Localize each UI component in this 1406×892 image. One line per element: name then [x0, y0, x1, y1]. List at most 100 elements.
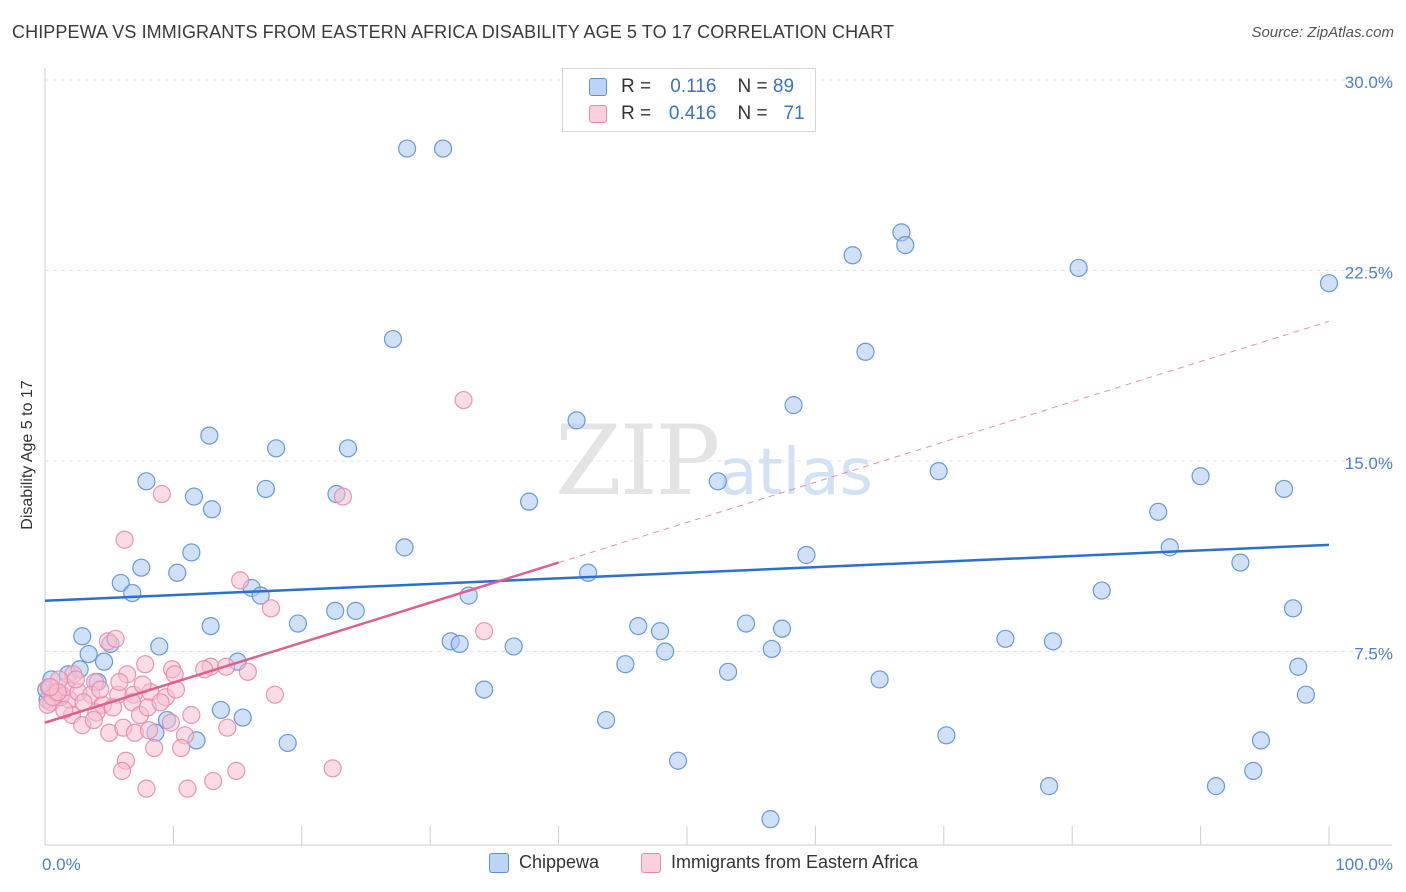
data-point-immigrants — [136, 655, 155, 674]
data-point-chippewa — [736, 614, 756, 633]
data-point-chippewa — [433, 139, 453, 158]
data-point-chippewa — [650, 622, 670, 641]
data-point-chippewa — [784, 396, 803, 415]
y-tick-label: 30.0% — [1345, 73, 1393, 92]
legend-item-immigrants[interactable]: Immigrants from Eastern Africa — [641, 852, 918, 873]
data-point-chippewa — [1149, 502, 1168, 521]
data-point-immigrants — [182, 705, 201, 725]
data-point-chippewa — [1160, 538, 1179, 557]
data-point-chippewa — [184, 487, 204, 506]
legend-item-chippewa[interactable]: Chippewa — [489, 852, 599, 873]
data-point-chippewa — [1319, 274, 1339, 293]
data-point-chippewa — [132, 558, 151, 577]
data-point-chippewa — [150, 637, 169, 656]
data-point-chippewa — [94, 652, 114, 671]
series-legend: Chippewa Immigrants from Eastern Africa — [0, 852, 1406, 878]
trend-line-chippewa — [44, 543, 1330, 602]
data-point-chippewa — [346, 601, 365, 620]
data-point-chippewa — [450, 634, 469, 653]
data-point-immigrants — [139, 721, 159, 740]
data-point-immigrants — [110, 672, 129, 692]
data-point-chippewa — [843, 246, 862, 265]
legend-r-label: R = — [621, 103, 652, 124]
data-point-chippewa — [338, 439, 358, 458]
data-point-chippewa — [1274, 479, 1294, 499]
legend-n-value: 89 — [772, 76, 795, 97]
legend-n-label: N = — [737, 103, 768, 124]
data-point-chippewa — [1191, 467, 1210, 486]
data-point-chippewa — [111, 573, 130, 593]
axes — [44, 68, 1392, 846]
data-point-immigrants — [137, 779, 156, 798]
data-point-chippewa — [182, 543, 201, 562]
data-point-chippewa — [668, 751, 688, 770]
data-point-chippewa — [256, 479, 275, 499]
data-point-chippewa — [519, 492, 539, 511]
data-point-chippewa — [326, 601, 345, 620]
data-point-chippewa — [211, 700, 231, 720]
data-point-chippewa — [708, 472, 727, 491]
source-label: Source: ZipAtlas.com — [1251, 24, 1394, 41]
grid-lines — [45, 79, 1392, 652]
data-point-chippewa — [1092, 581, 1111, 600]
data-point-chippewa — [1231, 553, 1250, 572]
data-point-chippewa — [288, 614, 308, 633]
data-point-chippewa — [929, 462, 948, 481]
watermark-atlas: atlas — [718, 436, 873, 510]
data-point-immigrants — [115, 530, 134, 549]
data-point-immigrants — [323, 759, 342, 778]
data-point-immigrants — [265, 685, 284, 704]
data-point-immigrants — [145, 738, 164, 758]
data-point-chippewa — [629, 616, 648, 636]
legend-swatch-blue — [489, 852, 509, 873]
data-point-chippewa — [123, 583, 142, 603]
legend-r-value: 0.416 — [668, 103, 717, 124]
data-point-immigrants — [91, 680, 110, 699]
data-point-immigrants — [84, 710, 103, 730]
data-point-immigrants — [227, 761, 246, 780]
x-tick-label: 100.0% — [1335, 855, 1393, 874]
legend-row-immigrants: R = 0.416 N = 71 — [589, 102, 805, 126]
data-point-immigrants — [261, 599, 281, 618]
data-point-immigrants — [161, 713, 180, 732]
data-point-chippewa — [168, 563, 187, 582]
legend-swatch-pink — [589, 105, 607, 123]
data-point-chippewa — [996, 629, 1015, 648]
series-immigrants-eastern-africa-points — [38, 390, 494, 798]
y-tick-label: 15.0% — [1345, 454, 1393, 473]
data-point-immigrants — [106, 629, 125, 648]
data-point-chippewa — [278, 733, 297, 753]
legend-n-label: N = — [737, 76, 768, 97]
data-point-chippewa — [597, 710, 616, 730]
data-point-chippewa — [233, 708, 252, 727]
data-point-chippewa — [870, 670, 889, 689]
trend-line-immigrants — [44, 561, 559, 724]
data-point-immigrants — [475, 622, 494, 641]
data-point-chippewa — [1251, 731, 1271, 750]
data-point-immigrants — [218, 718, 237, 737]
chart-title: CHIPPEWA VS IMMIGRANTS FROM EASTERN AFRI… — [12, 22, 895, 42]
data-point-immigrants — [238, 662, 257, 681]
legend-swatch-blue — [589, 78, 607, 96]
legend-row-chippewa: R = 0.116 N = 89 — [589, 75, 794, 99]
data-point-chippewa — [1039, 777, 1059, 796]
data-point-chippewa — [761, 810, 780, 829]
data-point-chippewa — [200, 426, 219, 445]
data-point-chippewa — [267, 439, 286, 458]
data-point-chippewa — [137, 472, 156, 491]
data-point-immigrants — [151, 693, 170, 712]
data-point-chippewa — [762, 639, 781, 659]
legend-r-label: R = — [621, 76, 652, 97]
data-point-immigrants — [231, 571, 250, 590]
data-point-immigrants — [454, 390, 473, 410]
data-point-chippewa — [896, 236, 915, 255]
data-point-chippewa — [383, 329, 403, 349]
data-point-chippewa — [579, 563, 598, 582]
data-point-chippewa — [797, 545, 816, 565]
data-point-chippewa — [79, 644, 98, 664]
data-point-chippewa — [1043, 632, 1063, 651]
data-point-chippewa — [567, 411, 586, 430]
data-point-chippewa — [1296, 685, 1315, 704]
legend-swatch-pink — [641, 852, 661, 873]
